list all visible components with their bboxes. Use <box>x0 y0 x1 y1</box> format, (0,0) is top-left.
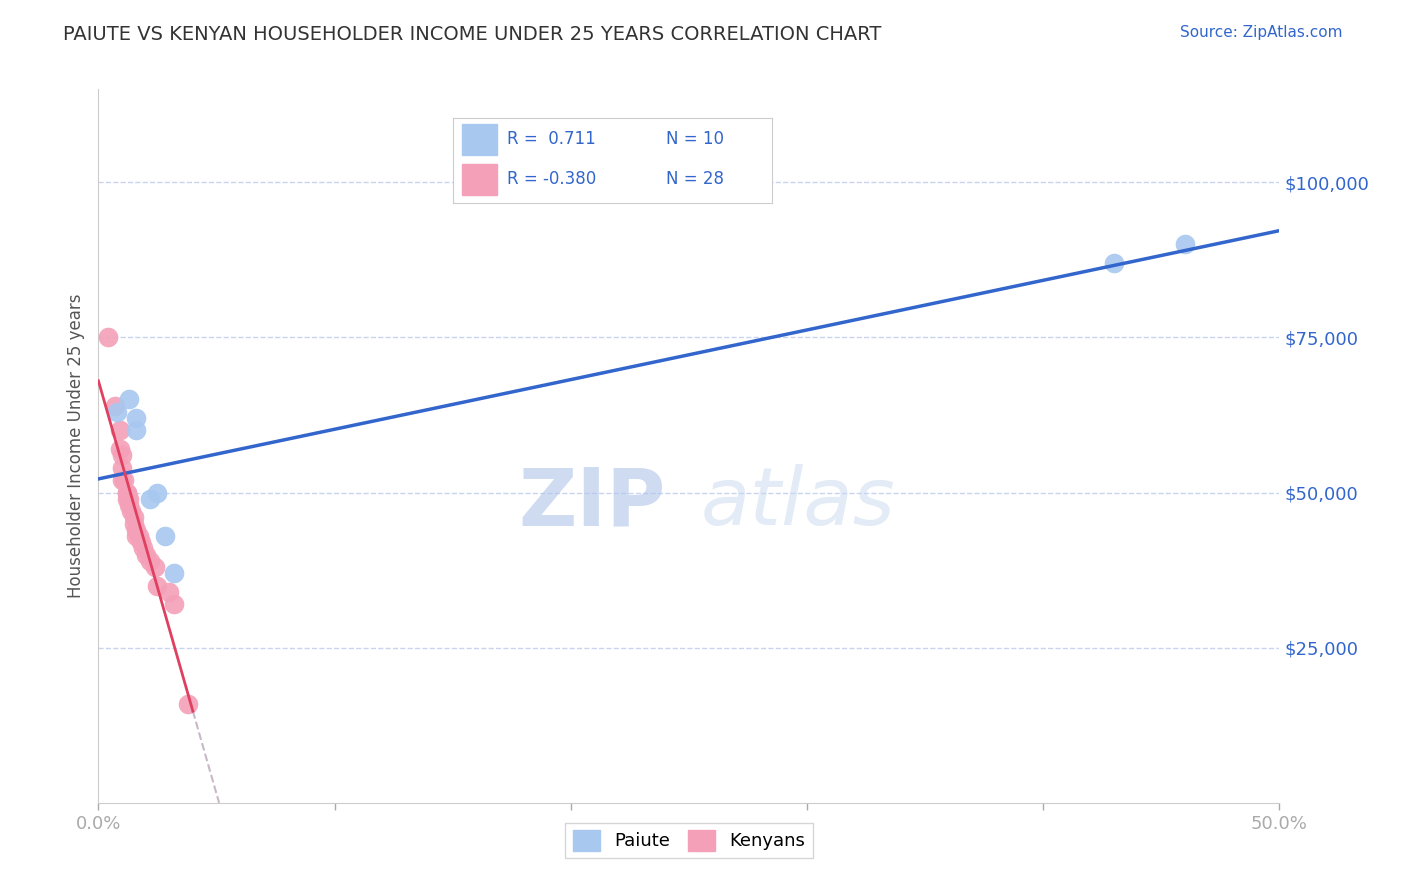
Point <box>112 473 135 487</box>
Point <box>177 697 200 711</box>
Point <box>139 554 162 568</box>
Text: Source: ZipAtlas.com: Source: ZipAtlas.com <box>1180 25 1343 40</box>
Point <box>146 485 169 500</box>
Legend: Paiute, Kenyans: Paiute, Kenyans <box>565 822 813 858</box>
Point <box>111 473 134 487</box>
Point <box>163 566 186 581</box>
Point <box>1174 237 1197 252</box>
Point <box>111 460 134 475</box>
Point <box>122 510 145 524</box>
Point <box>125 529 148 543</box>
Y-axis label: Householder Income Under 25 years: Householder Income Under 25 years <box>66 293 84 599</box>
Point <box>125 411 148 425</box>
Point <box>125 424 148 438</box>
Point <box>118 498 141 512</box>
Point <box>121 504 143 518</box>
Point <box>125 523 148 537</box>
Point <box>163 597 186 611</box>
Point <box>122 516 145 531</box>
Point <box>146 579 169 593</box>
Point <box>1102 256 1125 270</box>
Point <box>129 535 152 549</box>
Point <box>104 399 127 413</box>
Point <box>115 491 138 506</box>
Point <box>118 392 141 407</box>
Point <box>139 491 162 506</box>
Point <box>108 424 131 438</box>
Point <box>157 584 180 599</box>
Point <box>153 529 176 543</box>
Point <box>108 442 131 456</box>
Point <box>128 529 150 543</box>
Point <box>132 541 155 556</box>
Point <box>105 405 128 419</box>
Point <box>97 330 120 344</box>
Point <box>118 491 141 506</box>
Point <box>135 548 157 562</box>
Text: ZIP: ZIP <box>517 464 665 542</box>
Text: atlas: atlas <box>700 464 896 542</box>
Text: PAIUTE VS KENYAN HOUSEHOLDER INCOME UNDER 25 YEARS CORRELATION CHART: PAIUTE VS KENYAN HOUSEHOLDER INCOME UNDE… <box>63 25 882 44</box>
Point <box>111 448 134 462</box>
Point <box>115 485 138 500</box>
Point <box>115 485 138 500</box>
Point <box>143 560 166 574</box>
